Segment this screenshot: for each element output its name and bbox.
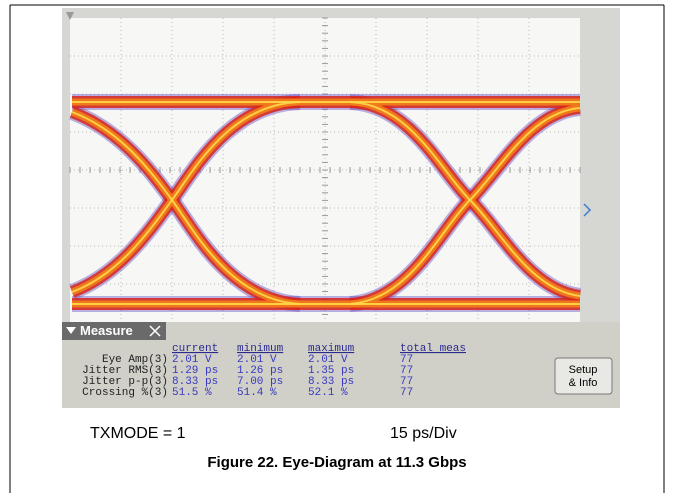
caption: Figure 22. Eye-Diagram at 11.3 Gbps xyxy=(207,454,466,471)
mode-label: TXMODE = 1 xyxy=(90,425,186,442)
timebase-label: 15 ps/Div xyxy=(390,425,457,442)
cell: 51.4 % xyxy=(237,387,277,399)
measure-tab-label: Measure xyxy=(80,323,133,338)
page: Measure currentminimummaximumtotal measE… xyxy=(0,0,673,493)
cell: 77 xyxy=(400,387,413,399)
button-label: Setup xyxy=(569,364,598,376)
cell: 51.5 % xyxy=(172,387,212,399)
cell: 52.1 % xyxy=(308,387,348,399)
button-label: & Info xyxy=(569,377,598,389)
row-label: Crossing %(3) xyxy=(82,387,168,399)
